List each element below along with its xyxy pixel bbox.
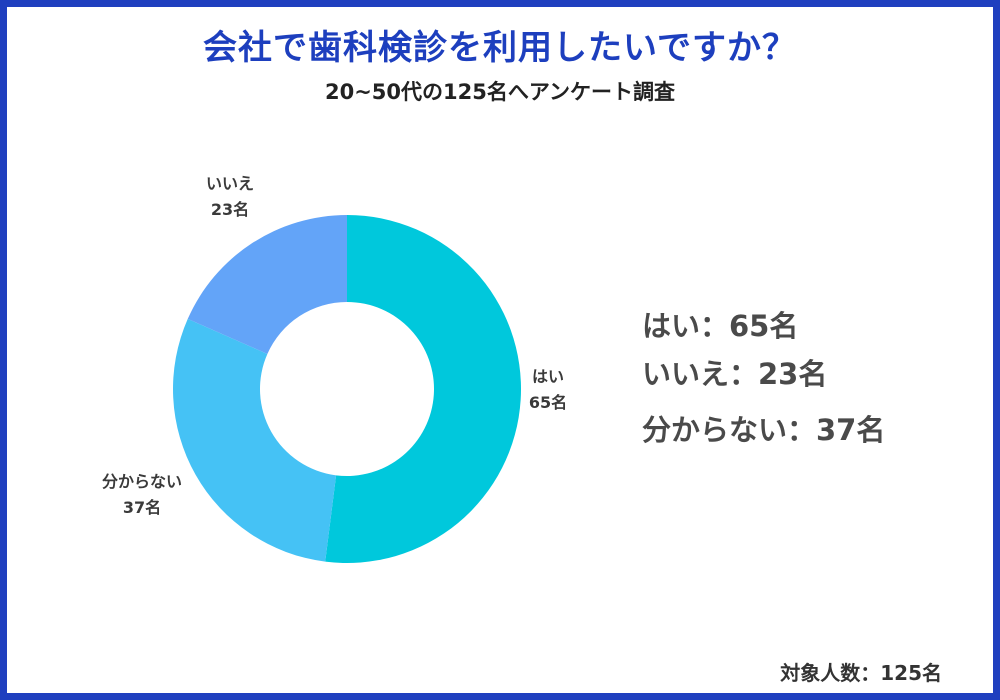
- donut-slice-2: [187, 215, 347, 354]
- slice-label-name-2: いいえ: [206, 174, 254, 193]
- slice-label-value-0: 65名: [529, 393, 567, 412]
- slice-label-value-2: 23名: [211, 200, 249, 219]
- donut-slices: [173, 214, 522, 563]
- sample-size-note: 対象人数：125名: [780, 661, 942, 685]
- summary-yes: はい：65名: [642, 309, 799, 343]
- chart-title: 会社で歯科検診を利用したいですか？: [203, 28, 797, 68]
- summary-no: いいえ：23名: [642, 357, 828, 391]
- summary-unknown: 分からない：37名: [642, 413, 886, 447]
- donut-slice-1: [173, 318, 337, 562]
- slice-label-value-1: 37名: [123, 498, 161, 517]
- slice-label-name-1: 分からない: [102, 472, 182, 491]
- donut-slice-0: [325, 214, 522, 563]
- slice-label-name-0: はい: [532, 367, 564, 386]
- chart-subtitle: 20~50代の125名へアンケート調査: [324, 80, 676, 104]
- summary-box: はい：65名 いいえ：23名 分からない：37名: [642, 312, 885, 464]
